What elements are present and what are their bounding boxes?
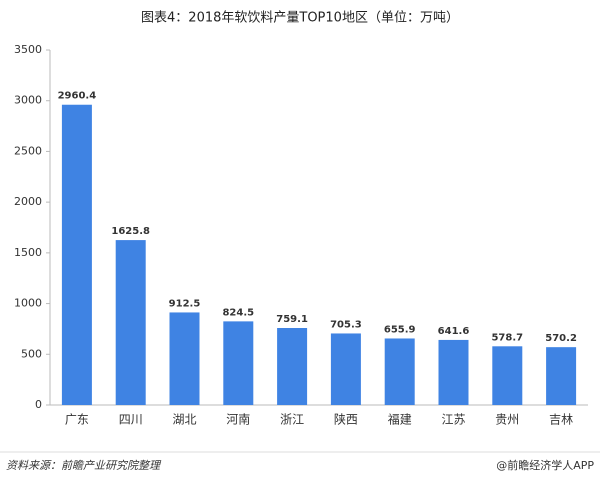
bar bbox=[546, 347, 577, 405]
x-tick-label: 贵州 bbox=[495, 413, 519, 427]
bar bbox=[277, 328, 308, 405]
value-label: 578.7 bbox=[491, 332, 523, 343]
bar bbox=[61, 104, 92, 405]
value-label: 912.5 bbox=[169, 298, 201, 309]
value-label: 570.2 bbox=[545, 333, 577, 344]
x-tick-label: 广东 bbox=[65, 413, 89, 427]
bar bbox=[438, 339, 469, 405]
y-tick-label: 1500 bbox=[14, 246, 42, 259]
value-label: 655.9 bbox=[384, 324, 416, 335]
bar bbox=[330, 333, 361, 405]
source: 资料来源：前瞻产业研究院整理 bbox=[6, 459, 162, 472]
x-tick-label: 福建 bbox=[388, 412, 412, 427]
y-tick-label: 3000 bbox=[14, 94, 42, 107]
x-tick-label: 湖北 bbox=[172, 412, 196, 427]
y-tick-label: 1000 bbox=[14, 297, 42, 310]
bar bbox=[223, 321, 254, 405]
x-tick-label: 陕西 bbox=[334, 412, 358, 427]
y-tick-label: 2000 bbox=[14, 195, 42, 208]
x-tick-label: 四川 bbox=[119, 413, 143, 427]
value-label: 1625.8 bbox=[111, 226, 150, 237]
chart-title: 图表4：2018年软饮料产量TOP10地区（单位：万吨） bbox=[141, 11, 459, 26]
bar bbox=[492, 346, 523, 405]
x-tick-label: 浙江 bbox=[280, 413, 304, 427]
value-label: 759.1 bbox=[276, 314, 308, 325]
x-tick-label: 吉林 bbox=[549, 413, 573, 427]
x-tick-label: 河南 bbox=[226, 412, 250, 427]
value-label: 705.3 bbox=[330, 319, 362, 330]
y-tick-label: 2500 bbox=[14, 144, 42, 157]
y-tick-label: 0 bbox=[35, 398, 42, 411]
bar bbox=[169, 312, 200, 405]
bar bbox=[384, 338, 415, 405]
bar bbox=[115, 240, 146, 405]
value-label: 641.6 bbox=[438, 326, 470, 337]
credit: @前瞻经济学人APP bbox=[496, 458, 594, 472]
x-tick-label: 江苏 bbox=[441, 413, 465, 427]
value-label: 824.5 bbox=[222, 307, 254, 318]
value-label: 2960.4 bbox=[58, 91, 97, 102]
y-tick-label: 500 bbox=[21, 347, 42, 360]
y-tick-label: 3500 bbox=[14, 43, 42, 56]
